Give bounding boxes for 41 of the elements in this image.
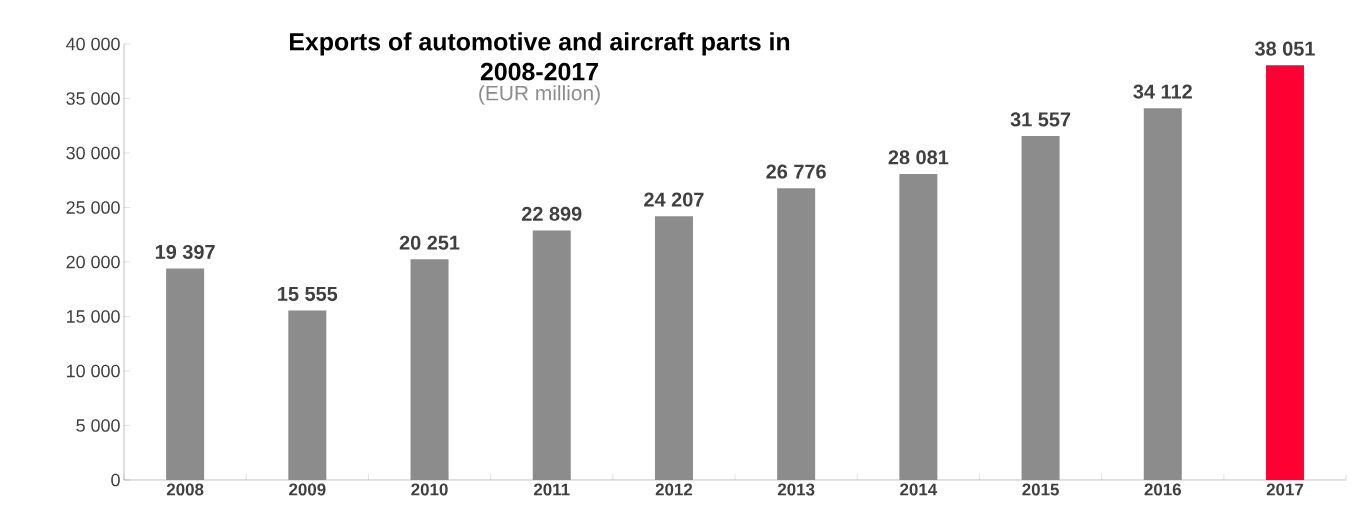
x-tick-label: 2011 xyxy=(533,483,570,496)
data-label: 24 207 xyxy=(644,192,704,207)
x-tick-label: 2017 xyxy=(1266,483,1304,496)
x-tick-label: 2013 xyxy=(777,483,815,496)
x-tick-label: 2012 xyxy=(655,483,693,496)
y-tick-label: 25 000 xyxy=(66,201,120,214)
bar xyxy=(1143,108,1182,480)
chart-title: Exports of automotive and aircraft parts in 2008-2017 xyxy=(290,32,790,81)
y-tick-label: 10 000 xyxy=(67,364,120,378)
y-tick-label: 35 000 xyxy=(66,92,120,105)
bar xyxy=(288,310,327,480)
y-tick-label: 20 000 xyxy=(66,255,120,269)
data-label: 31 557 xyxy=(1010,112,1071,127)
data-label: 20 251 xyxy=(399,235,460,250)
data-label: 26 776 xyxy=(766,164,826,179)
data-label: 38 051 xyxy=(1254,41,1315,56)
x-tick-label: 2010 xyxy=(411,483,448,496)
text: (EUR million) xyxy=(479,85,600,105)
x-tick-label: 2008 xyxy=(166,483,204,496)
bar xyxy=(899,173,938,480)
y-tick-label: 0 xyxy=(111,473,120,487)
bar xyxy=(410,259,449,480)
data-label: 15 555 xyxy=(278,287,338,301)
y-tick-label: 15 000 xyxy=(67,310,120,323)
data-label: 19 397 xyxy=(155,244,215,260)
x-tick-label: 2015 xyxy=(1022,483,1059,496)
bar xyxy=(1265,65,1304,480)
y-tick-label: 30 000 xyxy=(66,146,120,160)
y-tick-label: 5 000 xyxy=(76,419,120,432)
x-tick-label: 2009 xyxy=(289,483,326,496)
bar xyxy=(1021,136,1060,480)
bar xyxy=(166,268,205,480)
y-tick-label: 40 000 xyxy=(66,37,120,51)
x-tick-label: 2016 xyxy=(1144,483,1181,496)
bar xyxy=(777,188,816,480)
data-label: 34 112 xyxy=(1133,84,1192,99)
bar xyxy=(654,216,693,480)
data-label: 22 899 xyxy=(521,206,582,221)
bar xyxy=(532,230,571,480)
x-tick-label: 2014 xyxy=(900,483,938,496)
data-label: 28 081 xyxy=(888,150,949,165)
